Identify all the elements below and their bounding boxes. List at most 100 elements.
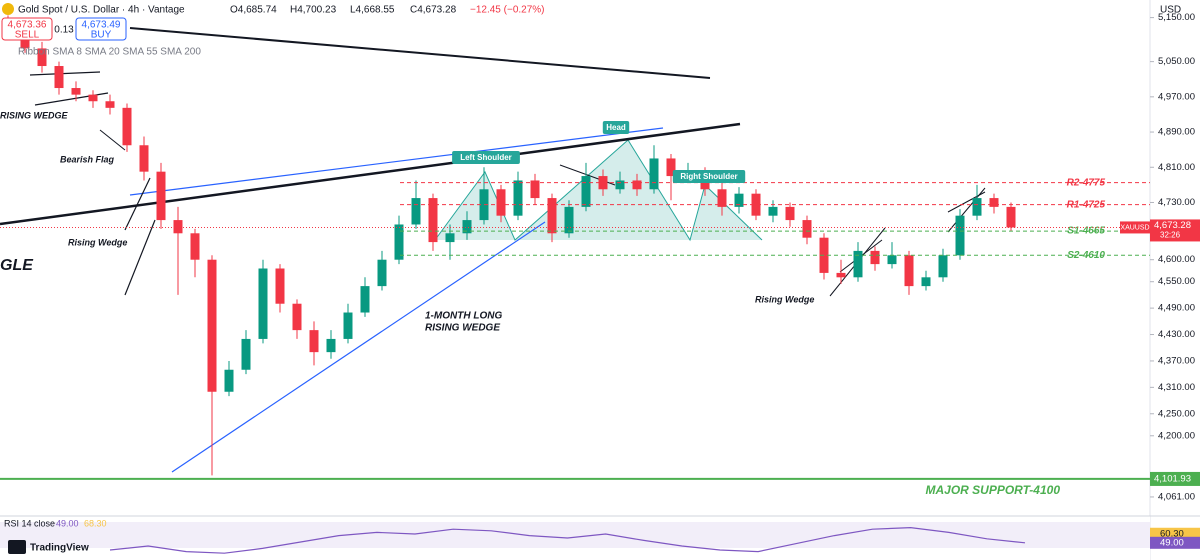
candle-body xyxy=(496,189,506,216)
candle-body xyxy=(513,180,523,216)
y-tick-label: 4,550.00 xyxy=(1158,276,1195,287)
y-tick-label: 4,810.00 xyxy=(1158,162,1195,173)
candle-body xyxy=(462,220,472,234)
annotation: Left Shoulder xyxy=(460,153,512,162)
candle-body xyxy=(224,369,234,392)
candle-body xyxy=(921,277,931,287)
trend-line xyxy=(171,221,546,473)
candle-body xyxy=(1006,206,1016,228)
rsi-tag xyxy=(1150,536,1200,549)
candle-body xyxy=(904,255,914,287)
annotation: Head xyxy=(606,123,626,132)
candle-body xyxy=(853,250,863,278)
candle-body xyxy=(343,312,353,339)
wedge-line xyxy=(947,191,986,213)
level-label: S1-4665 xyxy=(1067,226,1105,237)
sell-button[interactable] xyxy=(1,17,53,41)
trend-line xyxy=(129,127,664,196)
annotation: Rising Wedge xyxy=(755,294,814,304)
level-label: S2-4610 xyxy=(1067,250,1105,261)
level-label: R2-4775 xyxy=(1067,177,1106,188)
candle-body xyxy=(292,303,302,331)
candle-body xyxy=(37,48,47,67)
candle-body xyxy=(666,158,676,177)
wedge-line xyxy=(124,177,151,231)
candle-body xyxy=(326,338,336,353)
y-tick-label: 4,890.00 xyxy=(1158,127,1195,138)
candle-body xyxy=(615,180,625,190)
buy-price: 4,673.49 xyxy=(82,20,121,31)
candle-body xyxy=(309,330,319,353)
candle-body xyxy=(581,176,591,207)
rsi-ma-value: 68.30 xyxy=(84,518,107,528)
brand: TradingView xyxy=(30,543,89,554)
pattern-tag xyxy=(602,121,630,134)
candle-body xyxy=(428,198,438,243)
indicators: Ribbon SMA 8 SMA 20 SMA 55 SMA 200 xyxy=(18,47,201,58)
candle-body xyxy=(360,286,370,313)
candle-body xyxy=(751,193,761,216)
rsi-title: RSI 14 close xyxy=(4,518,55,528)
spread: 0.13 xyxy=(54,25,74,36)
candle-body xyxy=(54,66,64,89)
rsi-value: 49.00 xyxy=(56,518,79,528)
candle-body xyxy=(258,268,268,339)
ohlc-close: C4,673.28 xyxy=(410,5,457,16)
level-label: R1-4725 xyxy=(1067,199,1106,210)
annotation: RISING WEDGE xyxy=(425,323,500,334)
candle-body xyxy=(836,272,846,278)
y-tick-label: 5,150.00 xyxy=(1158,12,1195,23)
candle-body xyxy=(870,250,880,265)
header: Gold Spot / U.S. Dollar · 4h · Vantage O… xyxy=(1,3,1181,554)
ohlc-low: L4,668.55 xyxy=(350,5,395,16)
pattern-tag xyxy=(672,170,746,183)
candle-body xyxy=(717,189,727,207)
countdown: 32:26 xyxy=(1160,231,1181,240)
y-tick-label: 4,730.00 xyxy=(1158,197,1195,208)
trend-line xyxy=(129,27,711,79)
candle-body xyxy=(938,255,948,278)
candle-body xyxy=(122,107,132,146)
price-tag xyxy=(1150,219,1200,242)
y-tick-label: 4,310.00 xyxy=(1158,382,1195,393)
rsi-band xyxy=(0,522,1150,548)
support-tag xyxy=(1150,471,1200,486)
y-tick-label: 4,490.00 xyxy=(1158,303,1195,314)
symbol-tag xyxy=(1120,221,1150,234)
trend-line xyxy=(0,122,741,226)
buy-button[interactable] xyxy=(75,17,127,41)
buy-label: BUY xyxy=(91,30,112,41)
annotation: RISING WEDGE xyxy=(0,110,69,120)
ohlc-open: O4,685.74 xyxy=(230,5,277,16)
annotation: 1-MONTH LONG xyxy=(425,311,502,322)
candle-body xyxy=(564,206,574,234)
candle-body xyxy=(156,171,166,221)
rsi-tag-label: 60.30 xyxy=(1160,528,1184,539)
symbol-icon xyxy=(2,3,14,15)
rsi-line xyxy=(109,526,1026,554)
candle-body xyxy=(139,145,149,172)
rsi-tag-label: 49.00 xyxy=(1160,537,1184,548)
flag-line xyxy=(99,129,126,151)
y-tick-label: 4,200.00 xyxy=(1158,430,1195,441)
y-tick-label: 5,050.00 xyxy=(1158,56,1195,67)
candle-body xyxy=(887,255,897,265)
currency: USD xyxy=(1160,5,1181,16)
wedge-line xyxy=(29,71,101,76)
head-shoulders-fill xyxy=(435,140,762,240)
price-tag-label: 4,673.28 xyxy=(1154,220,1191,231)
candle-body xyxy=(649,158,659,190)
y-tick-label: 4,061.00 xyxy=(1158,491,1195,502)
candle-body xyxy=(394,224,404,260)
candle-body xyxy=(275,268,285,304)
candle-body xyxy=(173,220,183,234)
symbol-title: Gold Spot / U.S. Dollar · 4h · Vantage xyxy=(18,5,185,16)
price-axis-bg xyxy=(1150,0,1200,560)
y-tick-label: 4,600.00 xyxy=(1158,254,1195,265)
annotation: Rising Wedge xyxy=(68,237,127,247)
annotation: Right Shoulder xyxy=(680,172,737,181)
wedge-line xyxy=(124,219,156,296)
candle-body xyxy=(207,259,217,392)
